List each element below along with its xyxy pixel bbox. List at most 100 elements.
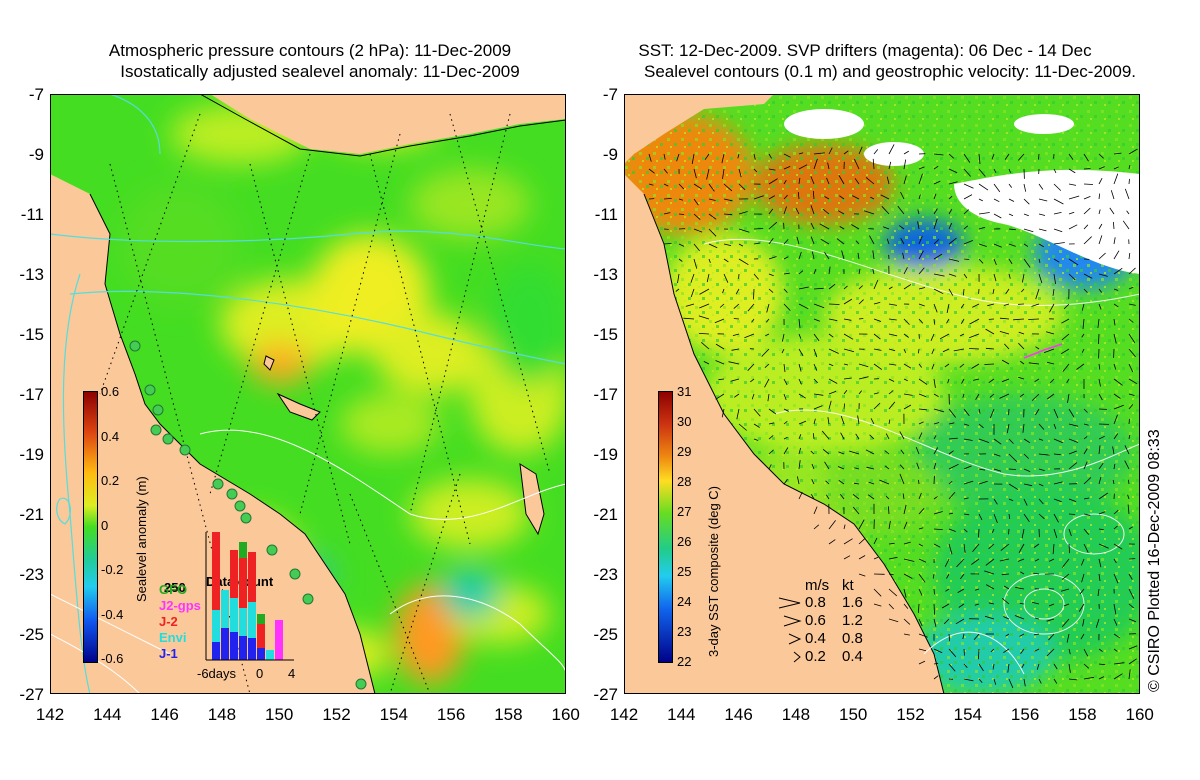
vector-legend-arrow [778,597,801,609]
x-tick-label: 142 [35,705,65,724]
cloud-gaps [784,109,1140,274]
colorbar-tick-label: 26 [677,534,692,549]
left-map [50,94,566,694]
geostrophic-velocity-arrows [648,144,1138,689]
colorbar-tick-label: 27 [677,504,692,519]
ssh-contours [703,238,1140,675]
x-tick-label: 160 [551,705,580,724]
colorbar-tick-label: 31 [677,384,692,399]
y-tick-label: -19 [593,445,618,464]
y-tick-label: -9 [602,145,618,164]
vector-legend-kt: 1.2 [842,612,863,629]
y-tick-label: -7 [28,85,44,104]
png-land [50,94,566,154]
vector-legend-header-ms: m/s [805,577,830,594]
vector-legend-ms: 0.6 [805,612,826,629]
x-tick-label: 158 [494,705,523,724]
legend-count: 250 [164,580,186,595]
vector-legend-kt: 0.4 [842,648,863,665]
x-tick-label: 152 [896,705,925,724]
tide-gauge-markers [129,340,367,690]
australia-land [624,174,944,694]
y-tick-label: -27 [19,685,44,704]
y-tick-label: -27 [593,685,618,704]
legend-mission-label: J2-gps [159,598,201,613]
colorbar-tick-label: 23 [677,624,692,639]
x-tick-label: 156 [436,705,466,724]
colorbar-tick-label: 29 [677,444,692,459]
vector-legend-kt: 0.8 [842,630,863,647]
vector-legend-ms: 0.2 [805,648,826,665]
vector-legend-arrow [793,651,801,663]
x-tick-label: 160 [1125,705,1154,724]
y-tick-label: -25 [19,625,44,644]
x-tick-label: 158 [1068,705,1097,724]
y-tick-label: -17 [593,385,618,404]
y-tick-label: -13 [593,265,618,284]
legend-x-label: 4 [288,666,296,681]
colorbar-tick-label: -0.4 [101,606,124,622]
right-title-line2: Sealevel contours (0.1 m) and geostrophi… [644,62,1136,81]
colorbar-tick-label: 0.6 [101,384,120,399]
vector-legend-kt: 1.6 [842,594,863,611]
colorbar-tick-label: 0.4 [101,428,120,444]
x-tick-label: 154 [953,705,982,724]
vector-legend-ms: 0.4 [805,630,826,647]
y-tick-label: -9 [28,145,44,164]
right-map [624,94,1140,694]
x-tick-label: 146 [150,705,179,724]
legend-x-label: 0 [256,666,264,681]
australia-land [50,174,375,694]
y-tick-label: -23 [593,565,618,584]
x-tick-label: 156 [1010,705,1040,724]
colorbar-tick-label: -0.2 [101,562,124,577]
colorbar-tick-label: 0.2 [101,473,120,488]
y-tick-label: -25 [593,625,618,644]
x-tick-label: 152 [322,705,351,724]
colorbar-tick-label: -0.6 [101,651,124,666]
right-title-line1: SST: 12-Dec-2009. SVP drifters (magenta)… [638,41,1092,60]
data-count-histogram [205,532,294,661]
colorbar-tick-label: 24 [677,594,692,609]
colorbar-tick-label: 22 [677,654,692,669]
right-colorbar [658,391,673,663]
x-tick-label: 144 [667,705,696,724]
x-tick-label: 150 [839,705,868,724]
left-title-line2: Isostatically adjusted sealevel anomaly:… [120,62,520,81]
x-tick-label: 150 [265,705,294,724]
x-tick-label: 154 [379,705,408,724]
vector-legend-arrow [788,633,802,645]
legend-mission-label: Envi [159,630,187,645]
y-tick-label: -13 [19,265,44,284]
legend-mission-label: J-1 [159,646,178,661]
colorbar-tick-label: 0 [101,517,109,533]
legend-mission-label: J-2 [159,614,178,629]
y-tick-label: -7 [602,85,618,104]
left-colorbar-label: Sealevel anomaly (m) [134,476,149,602]
svp-drifter-track [1023,343,1063,359]
y-tick-label: -17 [19,385,44,404]
y-tick-label: -11 [594,205,618,224]
left-title-line1: Atmospheric pressure contours (2 hPa): 1… [108,41,512,60]
colorbar-tick-label: 30 [677,414,692,429]
csiro-credit: © CSIRO Plotted 16-Dec-2009 08:33 [1146,429,1163,692]
colorbar-tick-label: 28 [677,474,692,489]
y-tick-label: -21 [19,505,44,524]
y-tick-label: -23 [19,565,44,584]
legend-x-label: -6days [197,666,237,681]
x-tick-label: 142 [609,705,639,724]
y-tick-label: -19 [19,445,44,464]
y-tick-label: -15 [19,325,44,344]
histogram-bars [212,532,283,660]
y-tick-label: -11 [20,205,44,224]
x-tick-label: 148 [781,705,811,724]
vector-legend-arrow [783,615,802,627]
colorbar-tick-label: 25 [677,564,692,579]
x-tick-label: 146 [724,705,753,724]
right-colorbar-label: 3-day SST composite (deg C) [706,486,721,657]
x-tick-label: 148 [207,705,237,724]
y-tick-label: -15 [593,325,618,344]
legend-mission-label: GFO [159,582,188,597]
left-colorbar [83,391,98,663]
vector-legend-ms: 0.8 [805,594,826,611]
